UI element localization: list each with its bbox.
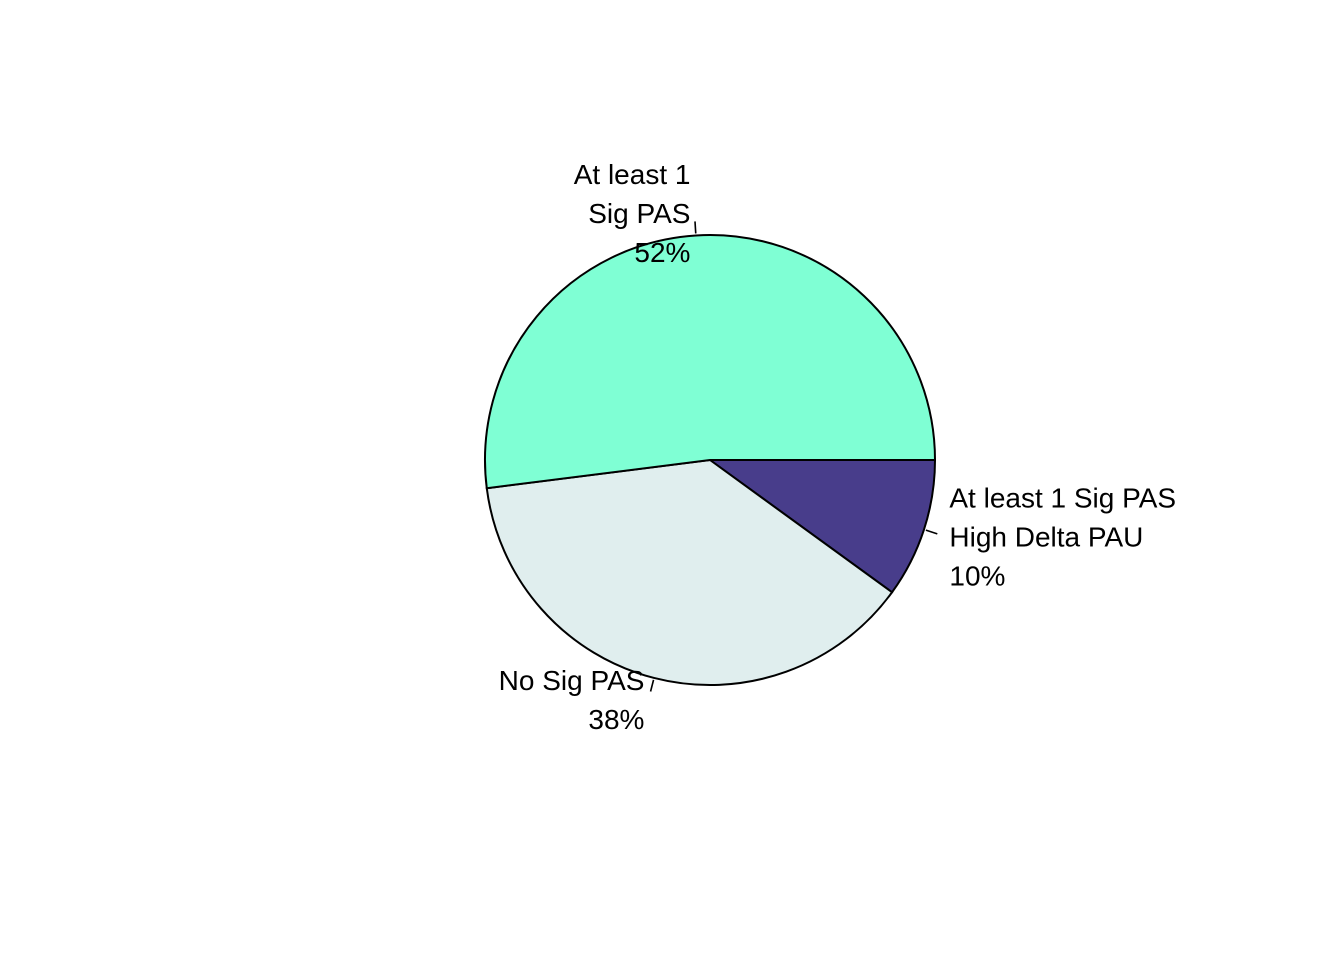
slice-label-2: At least 1 Sig PAS 52% xyxy=(574,159,691,268)
slice-label-0: At least 1 Sig PAS High Delta PAU 10% xyxy=(949,482,1176,591)
pie-slice-1 xyxy=(485,458,894,687)
slice-label-1-line-0: No Sig PAS xyxy=(499,665,645,696)
label-tick-2 xyxy=(694,221,697,234)
slice-label-0-line-2: 10% xyxy=(949,560,1005,591)
label-tick-1 xyxy=(649,679,655,692)
label-tick-0 xyxy=(925,529,938,535)
slice-label-1: No Sig PAS 38% xyxy=(499,665,645,735)
pie-slices xyxy=(484,234,937,687)
pie-slice-2 xyxy=(484,234,937,490)
slice-label-1-line-1: 38% xyxy=(588,704,644,735)
slice-label-0-line-0: At least 1 Sig PAS xyxy=(949,482,1176,513)
label-ticks xyxy=(649,221,938,692)
slice-label-2-line-0: At least 1 xyxy=(574,159,691,190)
slice-label-0-line-1: High Delta PAU xyxy=(949,521,1143,552)
slice-labels: At least 1 Sig PAS High Delta PAU 10% No Si… xyxy=(499,159,1176,735)
slice-label-2-line-1: Sig PAS xyxy=(588,198,690,229)
pie-slice-0 xyxy=(706,459,937,594)
slice-label-2-line-2: 52% xyxy=(634,237,690,268)
